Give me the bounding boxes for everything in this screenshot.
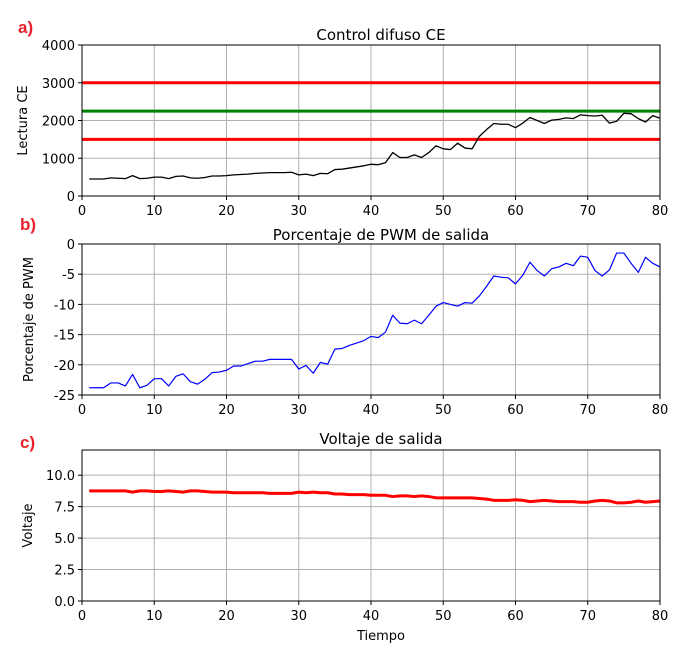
y-tick-label: 0.0 <box>54 595 75 610</box>
y-tick-label: 10.0 <box>46 469 75 484</box>
x-tick-label: 60 <box>507 204 524 219</box>
x-tick-label: 40 <box>363 204 380 219</box>
x-tick-label: 60 <box>507 609 524 624</box>
panel-0: 0 10 20 30 40 50 60 70 80 0 1000 2000 3000 4000 Contro… <box>16 18 668 219</box>
x-tick-label: 0 <box>78 204 86 219</box>
x-tick-label: 40 <box>363 609 380 624</box>
x-tick-label: 10 <box>146 403 163 418</box>
x-tick-label: 30 <box>290 609 307 624</box>
y-tick-label: 1000 <box>42 152 75 167</box>
chart-title: Porcentaje de PWM de salida <box>273 226 489 244</box>
y-tick-label: 0 <box>67 190 75 205</box>
x-tick-label: 0 <box>78 403 86 418</box>
x-tick-label: 10 <box>146 204 163 219</box>
y-tick-label: 2000 <box>42 115 75 130</box>
x-tick-label: 80 <box>652 403 669 418</box>
y-tick-label: -5 <box>62 268 75 283</box>
y-tick-label: 0 <box>67 238 75 253</box>
x-tick-label: 10 <box>146 609 163 624</box>
x-tick-label: 40 <box>363 403 380 418</box>
x-tick-label: 30 <box>290 204 307 219</box>
panel-1: 0 10 20 30 40 50 60 70 80 0 -5 -10 -15 -20 -25 Porcenta… <box>20 215 668 418</box>
y-axis-label: Voltaje <box>21 503 36 547</box>
y-tick-label: 5.0 <box>54 532 75 547</box>
x-tick-label: 70 <box>579 609 596 624</box>
y-tick-label: -20 <box>54 359 75 374</box>
x-tick-label: 0 <box>78 609 86 624</box>
x-tick-label: 20 <box>218 609 235 624</box>
x-tick-label: 20 <box>218 204 235 219</box>
x-tick-label: 70 <box>579 403 596 418</box>
series-line <box>89 112 661 180</box>
chart-title: Voltaje de salida <box>319 430 442 448</box>
panel-letter: c) <box>20 433 35 452</box>
y-tick-label: 3000 <box>42 77 75 92</box>
y-tick-label: 4000 <box>42 39 75 54</box>
x-axis-label: Tiempo <box>356 629 405 644</box>
series-line <box>89 489 661 505</box>
y-tick-label: 7.5 <box>54 501 75 516</box>
y-tick-label: 2.5 <box>54 564 75 579</box>
y-tick-label: -15 <box>54 329 75 344</box>
panel-2: 0 10 20 30 40 50 60 70 80 0.0 2.5 5.0 7.5 10.0 Voltaje… <box>20 430 668 644</box>
series-line <box>89 252 661 389</box>
x-tick-label: 60 <box>507 403 524 418</box>
x-tick-label: 30 <box>290 403 307 418</box>
x-tick-label: 70 <box>579 204 596 219</box>
y-axis-label: Porcentaje de PWM <box>22 257 37 382</box>
x-tick-label: 80 <box>652 204 669 219</box>
panel-letter: b) <box>20 215 36 234</box>
y-tick-label: -25 <box>54 389 75 404</box>
y-tick-label: -10 <box>54 298 75 313</box>
x-tick-label: 50 <box>435 204 452 219</box>
x-tick-label: 80 <box>652 609 669 624</box>
y-axis-label: Lectura CE <box>16 85 31 155</box>
chart-title: Control difuso CE <box>316 26 445 44</box>
x-tick-label: 50 <box>435 609 452 624</box>
x-tick-label: 50 <box>435 403 452 418</box>
panel-letter: a) <box>18 18 33 37</box>
x-tick-label: 20 <box>218 403 235 418</box>
